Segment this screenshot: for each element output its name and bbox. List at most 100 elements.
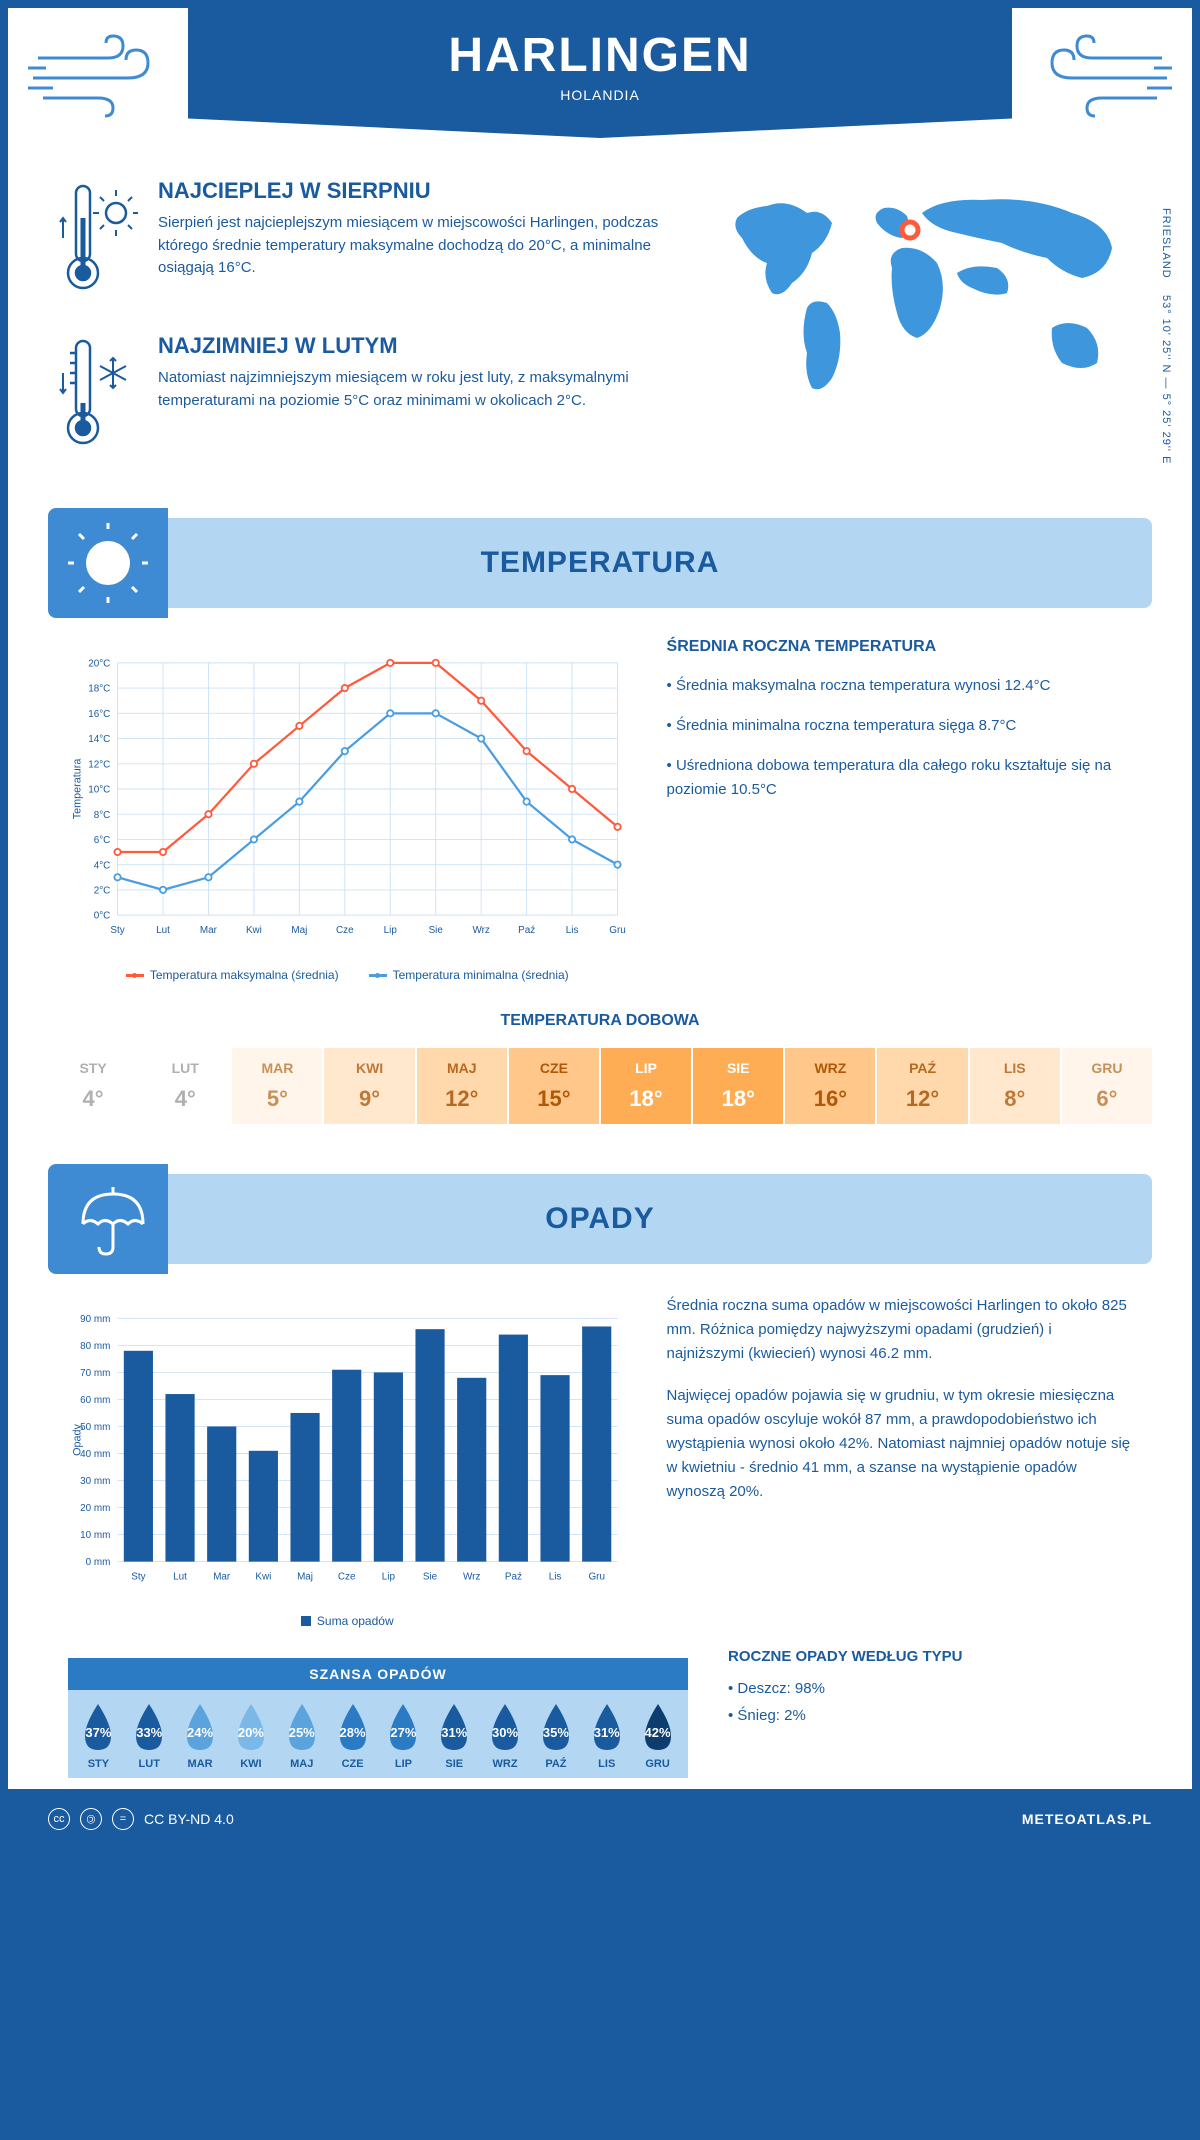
chance-drop: 33%LUT xyxy=(125,1702,174,1770)
precip-info: Średnia roczna suma opadów w miejscowośc… xyxy=(667,1294,1132,1628)
umbrella-icon xyxy=(48,1164,168,1274)
svg-text:60 mm: 60 mm xyxy=(80,1395,110,1406)
daily-temp-cell: SIE18° xyxy=(693,1048,783,1124)
svg-text:Lis: Lis xyxy=(549,1572,562,1583)
hot-block: NAJCIEPLEJ W SIERPNIU Sierpień jest najc… xyxy=(58,178,672,303)
svg-text:18°C: 18°C xyxy=(88,684,110,695)
temperature-line-chart: 0°C 2°C 4°C 6°C 8°C 10°C 12°C 14°C 16°C 18°C 20°C S… xyxy=(68,638,627,982)
license-badge: cc🄯= CC BY-ND 4.0 xyxy=(48,1808,234,1830)
daily-temp-cell: WRZ16° xyxy=(785,1048,875,1124)
chance-drop: 31%LIS xyxy=(582,1702,631,1770)
precip-title: OPADY xyxy=(545,1202,654,1236)
intro-section: NAJCIEPLEJ W SIERPNIU Sierpień jest najc… xyxy=(8,148,1192,508)
chance-drop: 35%PAŹ xyxy=(531,1702,580,1770)
cold-block: NAJZIMNIEJ W LUTYM Natomiast najzimniejs… xyxy=(58,333,672,458)
precip-by-type: ROCZNE OPADY WEDŁUG TYPU • Deszcz: 98% •… xyxy=(728,1648,1132,1729)
svg-text:Maj: Maj xyxy=(291,925,307,936)
svg-text:Lip: Lip xyxy=(382,1572,396,1583)
svg-text:Paź: Paź xyxy=(518,925,535,936)
wind-icon xyxy=(1032,28,1172,118)
svg-text:90 mm: 90 mm xyxy=(80,1314,110,1325)
daily-temp-cell: PAŹ12° xyxy=(877,1048,967,1124)
chance-drop: 27%LIP xyxy=(379,1702,428,1770)
svg-text:20 mm: 20 mm xyxy=(80,1503,110,1514)
svg-text:40 mm: 40 mm xyxy=(80,1449,110,1460)
precip-chance-box: SZANSA OPADÓW 37%STY33%LUT24%MAR20%KWI25… xyxy=(68,1658,688,1778)
svg-text:Kwi: Kwi xyxy=(255,1572,271,1583)
temp-annual-info: ŚREDNIA ROCZNA TEMPERATURA • Średnia mak… xyxy=(667,638,1132,982)
svg-text:10°C: 10°C xyxy=(88,785,110,796)
svg-text:8°C: 8°C xyxy=(94,810,111,821)
svg-text:Wrz: Wrz xyxy=(472,925,489,936)
daily-temp-cell: GRU6° xyxy=(1062,1048,1152,1124)
cold-text: Natomiast najzimniejszym miesiącem w rok… xyxy=(158,367,672,412)
infographic-page: HARLINGEN HOLANDIA NAJCIEPLEJ W SIERPNIU… xyxy=(8,8,1192,1849)
svg-text:80 mm: 80 mm xyxy=(80,1341,110,1352)
svg-text:Paź: Paź xyxy=(505,1572,522,1583)
svg-text:2°C: 2°C xyxy=(94,885,111,896)
svg-text:10 mm: 10 mm xyxy=(80,1530,110,1541)
svg-text:Lis: Lis xyxy=(566,925,579,936)
chance-drop: 25%MAJ xyxy=(277,1702,326,1770)
chance-drop: 30%WRZ xyxy=(481,1702,530,1770)
svg-text:20°C: 20°C xyxy=(88,658,110,669)
svg-text:Mar: Mar xyxy=(200,925,218,936)
daily-temp-cell: LIS8° xyxy=(970,1048,1060,1124)
chance-drop: 28%CZE xyxy=(328,1702,377,1770)
svg-text:14°C: 14°C xyxy=(88,734,110,745)
svg-text:30 mm: 30 mm xyxy=(80,1476,110,1487)
thermometer-hot-icon xyxy=(58,178,138,303)
svg-text:Temperatura: Temperatura xyxy=(72,759,84,820)
wind-icon xyxy=(28,28,168,118)
svg-text:Lut: Lut xyxy=(156,925,170,936)
precip-legend: Suma opadów xyxy=(68,1614,627,1628)
precip-section-header: OPADY xyxy=(48,1174,1152,1264)
svg-text:Sty: Sty xyxy=(131,1572,145,1583)
svg-text:50 mm: 50 mm xyxy=(80,1422,110,1433)
svg-text:Wrz: Wrz xyxy=(463,1572,480,1583)
svg-text:12°C: 12°C xyxy=(88,759,110,770)
svg-text:0 mm: 0 mm xyxy=(86,1557,111,1568)
country-name: HOLANDIA xyxy=(188,87,1012,103)
precipitation-bar-chart: 0 mm 10 mm 20 mm 30 mm 40 mm 50 mm 60 mm 70 mm 8… xyxy=(68,1294,627,1628)
chance-drop: 24%MAR xyxy=(176,1702,225,1770)
daily-temp-cell: LUT4° xyxy=(140,1048,230,1124)
chance-drop: 31%SIE xyxy=(430,1702,479,1770)
daily-temp-cell: LIP18° xyxy=(601,1048,691,1124)
svg-text:Cze: Cze xyxy=(338,1572,356,1583)
chance-drop: 42%GRU xyxy=(633,1702,682,1770)
hot-text: Sierpień jest najcieplejszym miesiącem w… xyxy=(158,212,672,280)
daily-temp-cell: MAJ12° xyxy=(417,1048,507,1124)
temp-legend: Temperatura maksymalna (średnia) Tempera… xyxy=(68,968,627,982)
daily-temp-table: TEMPERATURA DOBOWA STY4°LUT4°MAR5°KWI9°M… xyxy=(8,1012,1192,1164)
svg-text:0°C: 0°C xyxy=(94,911,111,922)
daily-temp-cell: CZE15° xyxy=(509,1048,599,1124)
svg-text:Mar: Mar xyxy=(213,1572,231,1583)
svg-text:Sty: Sty xyxy=(110,925,124,936)
daily-temp-cell: STY4° xyxy=(48,1048,138,1124)
svg-text:Gru: Gru xyxy=(609,925,626,936)
svg-text:Opady: Opady xyxy=(72,1423,84,1455)
svg-text:Lut: Lut xyxy=(173,1572,187,1583)
svg-text:Sie: Sie xyxy=(429,925,444,936)
svg-text:Sie: Sie xyxy=(423,1572,438,1583)
sun-icon xyxy=(48,508,168,618)
svg-text:Gru: Gru xyxy=(588,1572,605,1583)
title-banner: HARLINGEN HOLANDIA xyxy=(188,8,1012,138)
svg-text:Cze: Cze xyxy=(336,925,354,936)
cold-title: NAJZIMNIEJ W LUTYM xyxy=(158,333,672,359)
thermometer-cold-icon xyxy=(58,333,138,458)
svg-text:16°C: 16°C xyxy=(88,709,110,720)
temp-title: TEMPERATURA xyxy=(481,546,720,580)
chance-drop: 37%STY xyxy=(74,1702,123,1770)
site-name: METEOATLAS.PL xyxy=(1022,1811,1152,1827)
svg-text:4°C: 4°C xyxy=(94,860,111,871)
footer: cc🄯= CC BY-ND 4.0 METEOATLAS.PL xyxy=(8,1789,1192,1849)
svg-text:6°C: 6°C xyxy=(94,835,111,846)
chance-drop: 20%KWI xyxy=(226,1702,275,1770)
world-map: FRIESLAND 53° 10' 25'' N — 5° 25' 29'' E xyxy=(712,178,1142,488)
svg-text:Lip: Lip xyxy=(384,925,398,936)
svg-text:70 mm: 70 mm xyxy=(80,1368,110,1379)
daily-temp-cell: KWI9° xyxy=(324,1048,414,1124)
svg-text:Maj: Maj xyxy=(297,1572,313,1583)
